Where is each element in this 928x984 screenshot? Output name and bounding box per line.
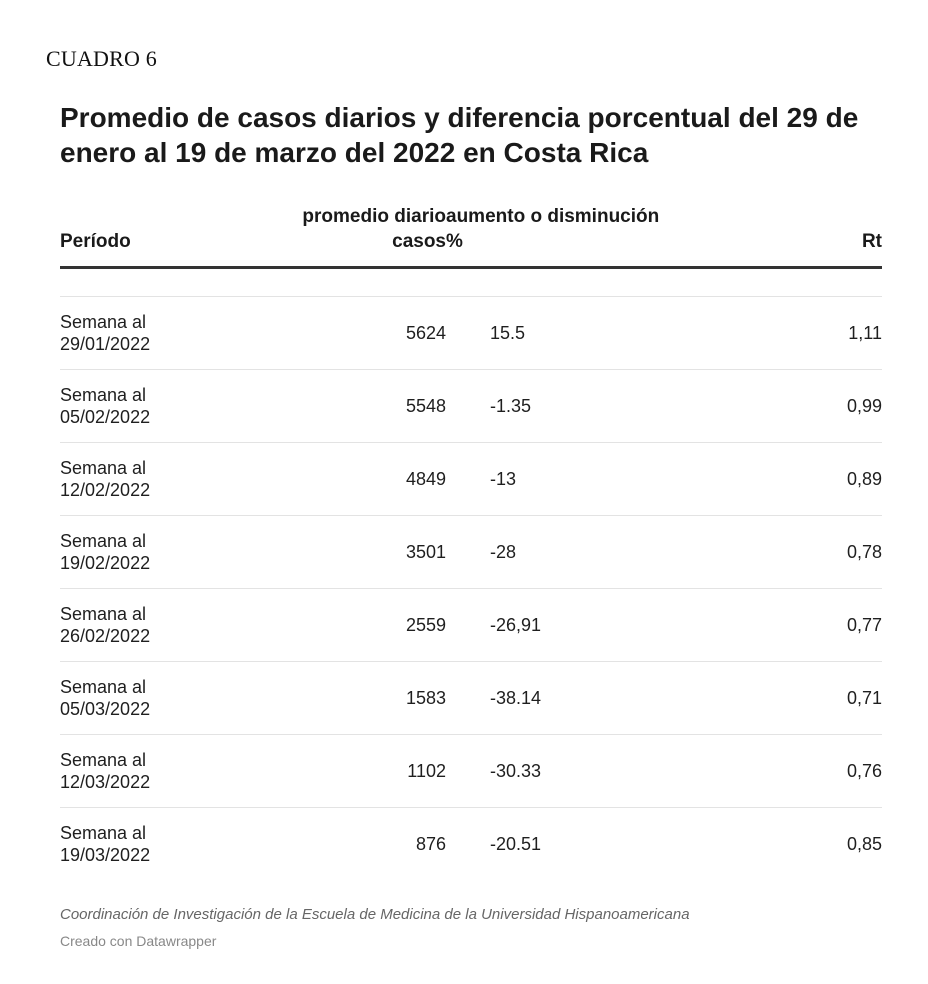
- cell-cambio: -38.14: [446, 661, 746, 735]
- cell-rt: 0,71: [746, 661, 882, 735]
- cell-periodo: Semana al 19/03/2022: [60, 808, 220, 881]
- cell-rt: 0,89: [746, 442, 882, 516]
- cell-periodo-line2: 29/01/2022: [60, 334, 151, 354]
- table-row: Semana al 05/02/2022 5548 -1.35 0,99: [60, 369, 882, 443]
- table-row: Semana al 26/02/2022 2559 -26,91 0,77: [60, 588, 882, 662]
- cell-promedio: 5548: [220, 369, 446, 443]
- cell-rt: 0,85: [846, 834, 882, 854]
- table-spacer-row: [60, 267, 882, 297]
- cell-periodo-line2: 12/03/2022: [60, 772, 151, 792]
- cell-periodo: Semana al 29/01/2022: [60, 296, 220, 370]
- cell-periodo-line2: 19/02/2022: [60, 553, 151, 573]
- cell-promedio: 1102: [220, 734, 446, 808]
- cell-periodo-line1: Semana al: [60, 677, 147, 697]
- cell-periodo-line1: Semana al: [60, 385, 147, 405]
- cell-periodo-line2: 05/02/2022: [60, 407, 151, 427]
- cell-cambio: 15.5: [446, 296, 746, 370]
- cell-periodo-line2: 19/03/2022: [60, 845, 151, 865]
- cell-promedio: 1583: [220, 661, 446, 735]
- table-label: CUADRO 6: [46, 46, 157, 71]
- cell-periodo-line1: Semana al: [60, 458, 147, 478]
- table-row: Semana al 29/01/2022 5624 15.5 1,11: [60, 296, 882, 370]
- cell-cambio: -28: [446, 515, 746, 589]
- table-row: Semana al 12/02/2022 4849 -13 0,89: [60, 442, 882, 516]
- cell-promedio: 4849: [220, 442, 446, 516]
- cell-rt: 0,76: [746, 734, 882, 808]
- cell-rt: 0,99: [746, 369, 882, 443]
- cell-periodo-line1: Semana al: [60, 823, 147, 843]
- cell-promedio: 876: [415, 834, 446, 854]
- cell-periodo: Semana al 12/02/2022: [60, 442, 220, 516]
- cell-cambio: -30.33: [446, 734, 746, 808]
- table-row: Semana al 19/02/2022 3501 -28 0,78: [60, 515, 882, 589]
- cell-periodo-line1: Semana al: [60, 750, 147, 770]
- cell-periodo-line1: Semana al: [60, 531, 147, 551]
- cell-rt: 1,11: [746, 296, 882, 370]
- cell-periodo: Semana al 19/02/2022: [60, 515, 220, 589]
- cell-rt: 0,77: [746, 588, 882, 662]
- cell-cambio: -20.51: [490, 834, 542, 854]
- cell-periodo-line2: 05/03/2022: [60, 699, 151, 719]
- data-table: Período promedio diario casos aumento o …: [60, 204, 882, 880]
- cell-periodo: Semana al 05/02/2022: [60, 369, 220, 443]
- cell-periodo-line1: Semana al: [60, 312, 147, 332]
- cell-promedio: 5624: [220, 296, 446, 370]
- cell-periodo: Semana al 05/03/2022: [60, 661, 220, 735]
- cell-rt: 0,78: [746, 515, 882, 589]
- cell-periodo-line2: 12/02/2022: [60, 480, 151, 500]
- cell-cambio: -1.35: [446, 369, 746, 443]
- source-note: Coordinación de Investigación de la Escu…: [60, 906, 690, 923]
- table-row: Semana al 12/03/2022 1102 -30.33 0,76: [60, 734, 882, 808]
- header-row: Período promedio diario casos aumento o …: [60, 204, 882, 269]
- table-row: Semana al 19/03/2022 876 -20.51 0,85: [60, 808, 882, 881]
- column-header-rt[interactable]: Rt: [746, 204, 882, 269]
- cell-cambio: -26,91: [446, 588, 746, 662]
- credit-note: Creado con Datawrapper: [60, 933, 217, 949]
- column-header-promedio[interactable]: promedio diario casos: [220, 204, 446, 269]
- cell-periodo: Semana al 12/03/2022: [60, 734, 220, 808]
- cell-periodo-line2: 26/02/2022: [60, 626, 151, 646]
- cell-promedio: 3501: [220, 515, 446, 589]
- column-header-cambio[interactable]: aumento o disminución %: [446, 204, 746, 269]
- cell-promedio: 2559: [220, 588, 446, 662]
- cell-periodo: Semana al 26/02/2022: [60, 588, 220, 662]
- table-title: Promedio de casos diarios y diferencia p…: [60, 102, 859, 168]
- column-header-periodo[interactable]: Período: [60, 204, 220, 269]
- table-row: Semana al 05/03/2022 1583 -38.14 0,71: [60, 661, 882, 735]
- cell-cambio: -13: [446, 442, 746, 516]
- cell-periodo-line1: Semana al: [60, 604, 147, 624]
